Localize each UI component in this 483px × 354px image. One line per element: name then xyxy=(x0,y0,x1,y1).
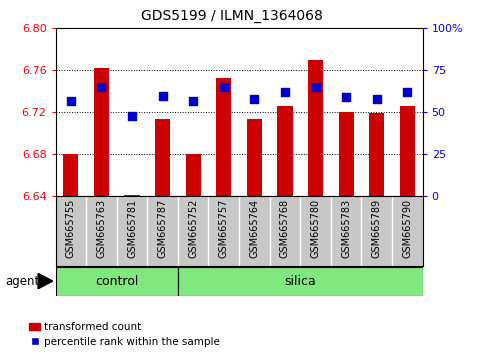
Bar xyxy=(400,106,415,196)
Text: GSM665783: GSM665783 xyxy=(341,199,351,258)
Bar xyxy=(277,106,293,196)
Text: GSM665790: GSM665790 xyxy=(402,199,412,258)
Text: GSM665780: GSM665780 xyxy=(311,199,321,258)
Point xyxy=(189,98,197,103)
Bar xyxy=(125,195,140,196)
Bar xyxy=(185,154,201,196)
Polygon shape xyxy=(38,273,53,289)
Text: GSM665787: GSM665787 xyxy=(157,199,168,258)
Bar xyxy=(56,267,178,296)
Text: GSM665789: GSM665789 xyxy=(372,199,382,258)
Text: GSM665757: GSM665757 xyxy=(219,199,229,258)
Text: GSM665763: GSM665763 xyxy=(97,199,106,258)
Text: GSM665752: GSM665752 xyxy=(188,199,198,258)
Text: agent: agent xyxy=(5,275,39,287)
Point xyxy=(281,89,289,95)
Bar xyxy=(339,113,354,196)
Bar xyxy=(247,119,262,196)
Point xyxy=(159,93,167,98)
Text: GSM665764: GSM665764 xyxy=(249,199,259,258)
Point xyxy=(342,95,350,100)
Point xyxy=(220,84,227,90)
Point xyxy=(251,96,258,102)
Bar xyxy=(308,60,323,196)
Point xyxy=(312,84,319,90)
Point xyxy=(67,98,75,103)
Text: control: control xyxy=(95,275,139,287)
Bar xyxy=(94,68,109,196)
Bar xyxy=(63,154,78,196)
Text: GDS5199 / ILMN_1364068: GDS5199 / ILMN_1364068 xyxy=(141,9,323,23)
Bar xyxy=(178,267,423,296)
Point xyxy=(98,84,105,90)
Text: GSM665781: GSM665781 xyxy=(127,199,137,258)
Point xyxy=(128,113,136,119)
Point xyxy=(373,96,381,102)
Text: silica: silica xyxy=(284,275,316,287)
Point xyxy=(403,89,411,95)
Text: GSM665755: GSM665755 xyxy=(66,199,76,258)
Text: GSM665768: GSM665768 xyxy=(280,199,290,258)
Bar xyxy=(155,119,170,196)
Bar xyxy=(216,78,231,196)
Legend: transformed count, percentile rank within the sample: transformed count, percentile rank withi… xyxy=(29,322,220,347)
Bar xyxy=(369,113,384,196)
